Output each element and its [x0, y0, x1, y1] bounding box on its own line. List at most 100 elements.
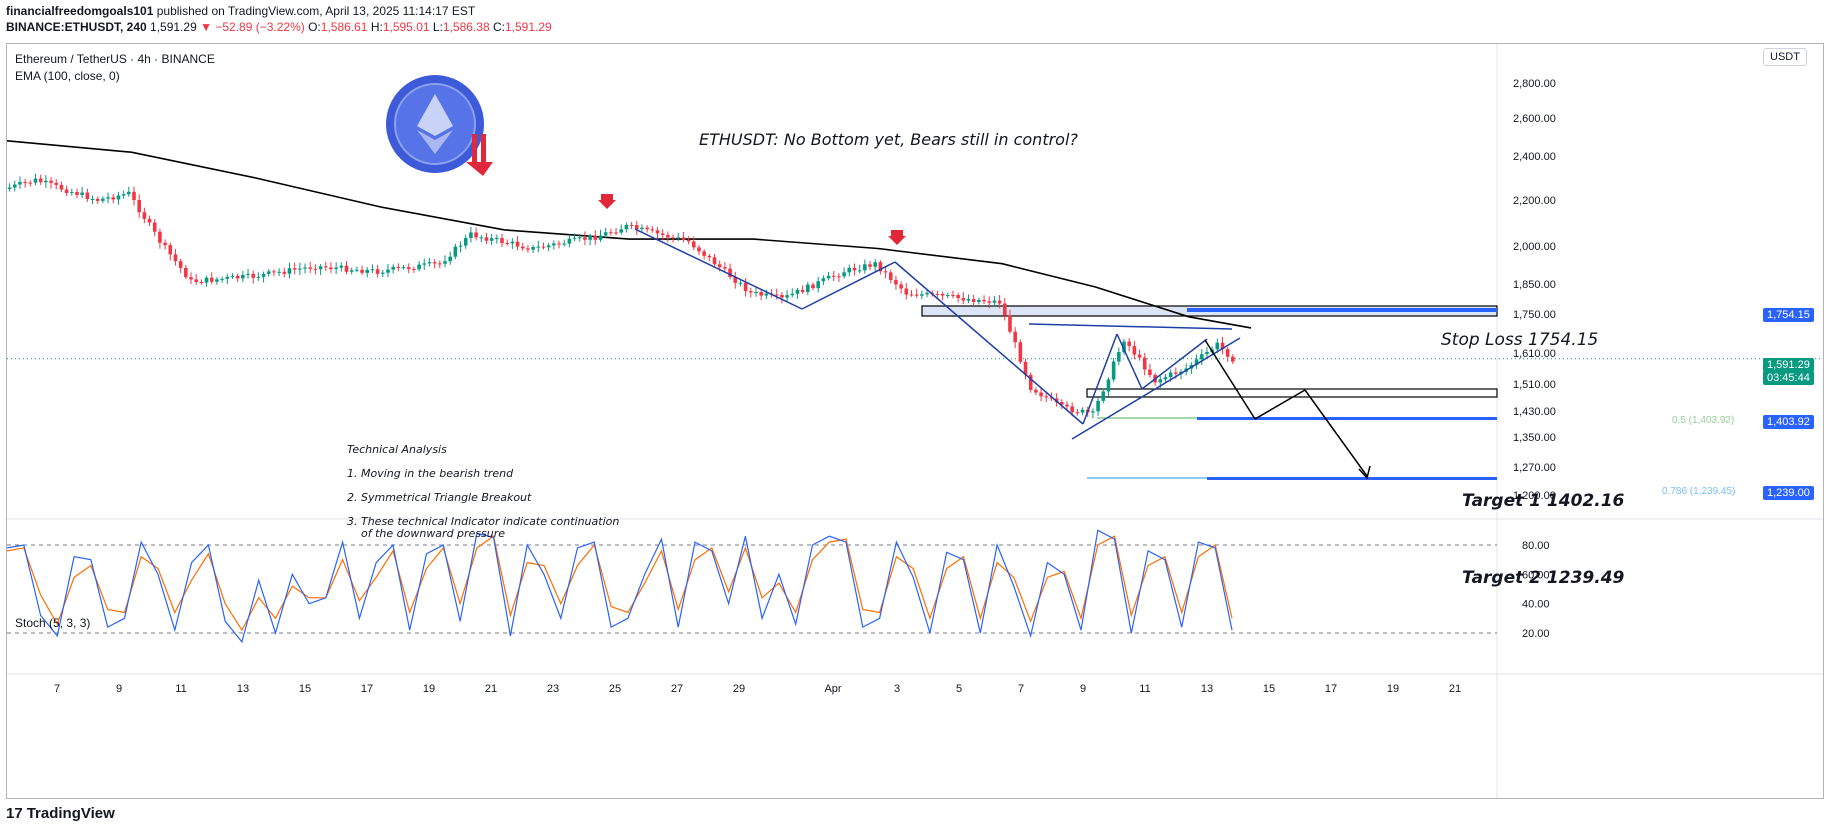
- candle-body: [101, 198, 105, 201]
- price-tick-label: 1,270.00: [1513, 462, 1556, 474]
- stop-loss-line[interactable]: [1187, 308, 1497, 312]
- candle-body: [1194, 359, 1199, 365]
- close-value: 1,591.29: [504, 20, 552, 34]
- candle-body: [1231, 356, 1235, 362]
- candle-body: [1039, 392, 1043, 397]
- candle-body: [520, 246, 525, 249]
- stoch-d-line[interactable]: [7, 535, 1233, 632]
- projection-line[interactable]: [1254, 389, 1306, 420]
- candle-body: [308, 267, 313, 269]
- candle-body: [914, 294, 919, 296]
- candle-body: [1034, 389, 1038, 393]
- pattern-line[interactable]: [801, 261, 896, 310]
- candle-body: [1168, 372, 1173, 378]
- ta-point: 2. Symmetrical Triangle Breakout: [347, 491, 532, 504]
- target2-annotation[interactable]: Target 2 1239.49: [1462, 568, 1625, 588]
- projection-line[interactable]: [1204, 339, 1256, 420]
- candle-body: [38, 178, 43, 183]
- chart-canvas[interactable]: 2,800.00 2,600.00 2,400.00 2,200.00 2,000.00…: [7, 44, 1823, 798]
- ethereum-diamond-lower: [417, 130, 453, 154]
- author-name[interactable]: financialfreedomgoals101: [6, 4, 154, 18]
- candle-body: [723, 267, 727, 269]
- candle-body: [650, 229, 655, 231]
- stoch-tick-label: 80.00: [1522, 540, 1550, 552]
- chart-frame[interactable]: 2,800.00 2,600.00 2,400.00 2,200.00 2,000.00…: [6, 43, 1824, 799]
- candle-body: [624, 224, 629, 230]
- price-tick-label: 1,850.00: [1513, 279, 1556, 291]
- candle-body: [977, 299, 981, 302]
- candle-body: [323, 266, 328, 268]
- target1-annotation[interactable]: Target 1 1402.16: [1462, 491, 1625, 511]
- candle-body: [95, 198, 100, 201]
- candle-body: [883, 271, 888, 273]
- target1-line[interactable]: [1197, 417, 1497, 420]
- candle-body: [152, 222, 157, 232]
- pattern-line[interactable]: [634, 228, 803, 310]
- target2-line[interactable]: [1207, 477, 1497, 480]
- candle-body: [1142, 357, 1147, 370]
- headline-annotation[interactable]: ETHUSDT: No Bottom yet, Bears still in c…: [699, 130, 1078, 149]
- candle-body: [634, 225, 639, 230]
- candle-body: [505, 242, 509, 244]
- high-label: H:: [370, 20, 383, 34]
- pattern-line[interactable]: [1071, 337, 1241, 440]
- symbol-line: BINANCE:ETHUSDT, 240 1,591.29 ▼ −52.89 (…: [6, 20, 552, 34]
- candle-body: [785, 295, 789, 298]
- low-value: 1,586.38: [442, 20, 490, 34]
- pattern-line[interactable]: [1082, 333, 1118, 425]
- candle-body: [847, 267, 852, 273]
- candle-body: [873, 262, 878, 267]
- close-label: C:: [492, 20, 505, 34]
- candle-body: [422, 263, 427, 265]
- stop-loss-annotation[interactable]: Stop Loss 1754.15: [1441, 330, 1599, 350]
- candle-body: [686, 239, 691, 242]
- ema-legend[interactable]: EMA (100, close, 0): [15, 69, 120, 83]
- ta-point: 1. Moving in the bearish trend: [347, 467, 514, 480]
- price-tick-label: 2,800.00: [1513, 78, 1556, 90]
- stoch-legend[interactable]: Stoch (5, 3, 3): [15, 616, 91, 630]
- price-tick-label: 2,400.00: [1513, 151, 1556, 163]
- candle-body: [272, 271, 276, 273]
- candle-body: [438, 263, 442, 265]
- price-tick-label: 1,610.00: [1513, 348, 1556, 360]
- stoch-k-line[interactable]: [7, 529, 1233, 644]
- candle-body: [821, 278, 826, 282]
- chart-title[interactable]: Ethereum / TetherUS · 4h · BINANCE: [15, 52, 215, 66]
- candle-body: [660, 233, 665, 235]
- candle-body: [894, 279, 898, 285]
- last-price: 1,591.29: [150, 20, 197, 34]
- candle-body: [888, 272, 893, 280]
- candle-body: [1122, 341, 1126, 353]
- projection-line[interactable]: [1304, 389, 1368, 477]
- pattern-line[interactable]: [1116, 333, 1143, 390]
- candle-body: [1148, 369, 1152, 375]
- candle-body: [1117, 352, 1121, 362]
- candle-body: [702, 251, 706, 256]
- red-down-arrow-icon: [888, 230, 906, 245]
- candle-body: [116, 195, 121, 200]
- pattern-line[interactable]: [1028, 323, 1233, 330]
- tradingview-brand[interactable]: 17 TradingView: [6, 805, 115, 822]
- candle-body: [899, 284, 903, 289]
- ema-100-line[interactable]: [7, 140, 1252, 329]
- low-label: L:: [432, 20, 443, 34]
- candle-body: [1096, 400, 1100, 412]
- candle-body: [842, 272, 846, 277]
- candle-body: [1044, 396, 1049, 398]
- currency-button[interactable]: USDT: [1763, 48, 1807, 66]
- candle-body: [1127, 341, 1131, 347]
- candle-body: [75, 192, 79, 196]
- candle-body: [593, 235, 598, 240]
- ta-title[interactable]: Technical Analysis: [347, 443, 447, 456]
- pattern-line[interactable]: [1141, 338, 1208, 390]
- candle-body: [329, 267, 333, 270]
- candle-body: [743, 282, 748, 292]
- candle-body: [463, 238, 468, 246]
- pattern-line[interactable]: [894, 261, 1084, 425]
- symbol-name[interactable]: BINANCE:ETHUSDT, 240: [6, 20, 147, 34]
- candle-body: [956, 295, 960, 299]
- candle-body: [655, 230, 660, 234]
- price-tick-label: 1,430.00: [1513, 406, 1556, 418]
- brand-label: TradingView: [26, 805, 115, 822]
- candle-body: [49, 180, 53, 183]
